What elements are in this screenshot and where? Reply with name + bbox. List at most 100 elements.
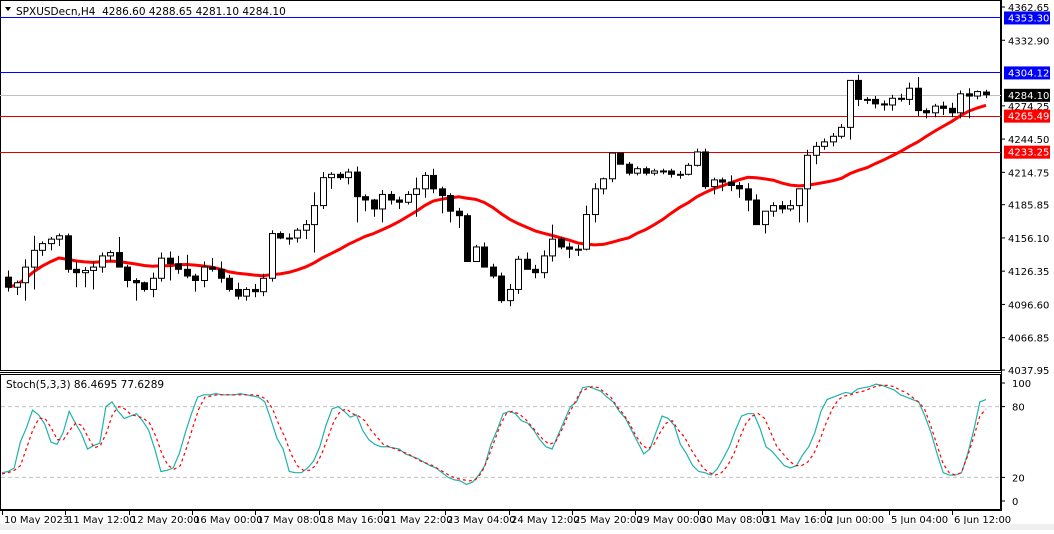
candle [422,174,429,190]
candle [549,238,556,257]
stoch-lines-layer [1,383,1000,486]
candle [813,145,820,156]
price-tick-label: 4037.95 [1008,366,1049,377]
candles-layer [5,74,990,307]
candle [889,97,896,106]
price-tick-label: 4126.35 [1008,267,1049,278]
candle [269,233,276,279]
candle [532,268,539,274]
price-tick-label: 4362.65 [1008,3,1049,14]
candle [133,280,140,284]
candle [430,174,437,190]
candle [906,87,913,100]
candle [736,184,743,190]
time-tick-label: 18 May 16:00 [321,515,390,526]
candle [371,199,378,210]
candle [583,214,590,250]
stoch-axis[interactable]: 100 80 20 0 [1001,379,1031,508]
stoch-signal-line [1,384,987,482]
candle [73,268,80,274]
candle [796,188,803,207]
candle [787,205,794,210]
candle [957,93,964,114]
stoch-tick-label: 20 [1012,473,1025,484]
candle [983,91,990,96]
candle [379,193,386,210]
candle [107,252,114,257]
candle [779,205,786,210]
candle [388,193,395,201]
candle [277,233,284,239]
candle [337,173,344,179]
candle [158,257,165,279]
price-tick-label: 4244.50 [1008,135,1049,146]
candle [56,235,63,240]
candle [634,168,641,174]
candle [694,151,701,166]
time-tick-label: 24 May 12:00 [511,515,580,526]
candle [881,103,888,106]
price-tick-label: 4096.60 [1008,300,1049,311]
time-tick-label: 17 May 08:00 [257,515,326,526]
price-axis[interactable]: 4362.65 4332.90 4274.25 4244.50 4214.75 4185.… [1001,0,1050,510]
candle [915,87,922,112]
price-pane[interactable] [0,0,1001,371]
candle [507,288,514,302]
candle [90,266,97,271]
candle [184,268,191,277]
candle [566,246,573,250]
time-tick-label: 16 May 00:00 [194,515,263,526]
time-tick-label: 31 May 16:00 [764,515,833,526]
candle [932,105,939,114]
time-tick-label: 30 May 08:00 [700,515,769,526]
candle [328,173,335,179]
price-tick-label: 4332.90 [1008,36,1049,47]
candle [201,266,208,282]
candle [82,269,89,274]
candle [209,266,216,270]
dropdown-triangle-icon[interactable] [5,7,11,11]
candle [600,178,607,190]
candle [617,152,624,165]
candle [473,246,480,263]
candle [39,243,46,251]
stoch-tick-label: 0 [1012,497,1018,508]
candle [413,188,420,195]
price-tick-label: 4156.10 [1008,234,1049,245]
candle [847,79,854,128]
price-tick-label: 4214.75 [1008,168,1049,179]
time-tick-label: 25 May 20:00 [574,515,643,526]
candle [974,91,981,97]
candle [464,215,471,263]
horizontal-lines-layer[interactable] [0,17,1001,153]
candle [702,151,709,188]
price-level-tag-text: 4284.10 [1008,91,1049,102]
candle [481,246,488,268]
candle [65,235,72,270]
candle [753,199,760,226]
time-tick-label: 10 May 2023 [4,515,69,526]
candle [838,126,845,137]
candle [167,257,174,265]
candle [668,170,675,175]
candle [558,238,565,248]
candle [898,97,905,100]
price-tick-label: 4066.85 [1008,334,1049,345]
candle [524,258,531,270]
candle [218,268,225,279]
candle [396,199,403,203]
candle [447,195,454,212]
candle [320,177,327,207]
candle [728,181,735,186]
candle [923,110,930,114]
candle [498,275,505,302]
candle [677,173,684,176]
candle [490,266,497,277]
candle [362,196,369,201]
price-level-tag [1004,145,1050,159]
candle [830,135,837,143]
candle [626,163,633,174]
candle [804,154,811,190]
